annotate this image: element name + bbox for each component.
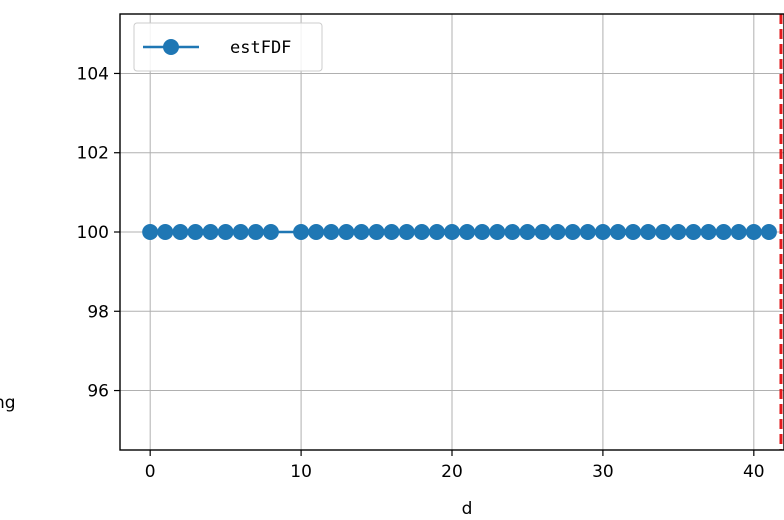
- y-tick-label: 102: [77, 144, 109, 164]
- data-point: [187, 224, 204, 240]
- x-tick-label: 20: [441, 462, 463, 482]
- data-point: [308, 224, 325, 240]
- legend-entry-estFDF: estFDF: [230, 38, 291, 58]
- y-axis-label: ng: [0, 393, 16, 413]
- x-tick-label: 30: [592, 462, 614, 482]
- data-point: [232, 224, 249, 240]
- data-point: [444, 224, 460, 240]
- x-tick-label: 10: [290, 462, 312, 482]
- data-point: [413, 224, 430, 240]
- data-point: [247, 224, 264, 240]
- data-point: [504, 224, 521, 240]
- data-point: [383, 224, 400, 240]
- legend: estFDF: [133, 22, 323, 72]
- x-tick-label: 0: [145, 462, 156, 482]
- y-tick-label: 104: [77, 64, 109, 84]
- data-point: [760, 224, 777, 240]
- data-point: [157, 224, 174, 240]
- data-point: [564, 224, 581, 240]
- data-point: [579, 224, 596, 240]
- data-point: [685, 224, 702, 240]
- data-point: [172, 224, 189, 240]
- data-point: [625, 224, 642, 240]
- data-point: [670, 224, 687, 240]
- legend-box: [133, 22, 323, 72]
- data-point: [353, 224, 370, 240]
- data-point: [262, 224, 279, 240]
- data-point: [338, 224, 355, 240]
- x-tick-label: 40: [743, 462, 765, 482]
- data-point: [640, 224, 657, 240]
- data-point: [610, 224, 626, 240]
- legend-marker-swatch: [163, 39, 179, 55]
- data-point: [534, 224, 551, 240]
- data-point: [594, 224, 611, 240]
- data-point: [323, 224, 340, 240]
- data-point: [293, 224, 310, 240]
- data-point: [489, 224, 506, 240]
- data-point: [730, 224, 747, 240]
- data-point: [715, 224, 732, 240]
- data-point: [428, 224, 445, 240]
- data-point: [202, 224, 219, 240]
- data-point: [700, 224, 717, 240]
- data-point: [368, 224, 385, 240]
- data-point: [398, 224, 415, 240]
- y-tick-label: 96: [87, 382, 109, 402]
- data-point: [142, 224, 159, 240]
- data-point: [549, 224, 566, 240]
- data-point: [217, 224, 234, 240]
- data-point: [655, 224, 672, 240]
- x-axis-label: d: [462, 499, 473, 519]
- data-point: [474, 224, 491, 240]
- y-tick-label: 100: [77, 223, 109, 243]
- ticks: 0 10 20 30 40 96 98 100 102 104: [77, 64, 765, 482]
- series-layer: [142, 224, 777, 240]
- data-point: [459, 224, 476, 240]
- data-point: [745, 224, 762, 240]
- data-point: [519, 224, 536, 240]
- y-tick-label: 98: [87, 302, 109, 322]
